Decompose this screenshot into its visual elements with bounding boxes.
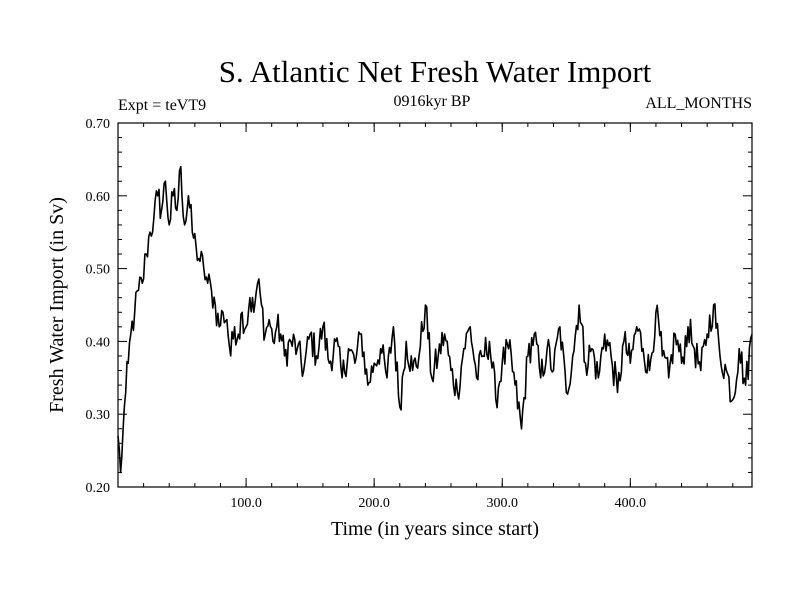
x-tick-label: 300.0 [486, 496, 518, 511]
y-tick-label: 0.70 [86, 117, 111, 132]
x-tick-label: 400.0 [615, 496, 647, 511]
series-line-fresh-water-import [117, 165, 753, 474]
y-tick-label: 0.60 [86, 190, 111, 205]
tick-labels: 100.0 200.0 300.0 400.0 0.20 0.30 0.40 0.50 0.60… [86, 117, 647, 511]
chart-title: S. Atlantic Net Fresh Water Import [219, 54, 652, 89]
period-label: 0916kyr BP [394, 93, 471, 110]
x-tick-label: 200.0 [358, 496, 390, 511]
months-label: ALL_MONTHS [645, 95, 752, 112]
x-tick-label: 100.0 [230, 496, 262, 511]
x-axis-label: Time (in years since start) [331, 518, 539, 540]
y-tick-label: 0.20 [86, 481, 111, 496]
y-tick-label: 0.30 [86, 408, 111, 423]
plot-frame [117, 122, 753, 488]
y-axis-label: Fresh Water Import (in Sv) [46, 197, 68, 413]
expt-label: Expt = teVT9 [118, 97, 206, 114]
y-tick-label: 0.50 [86, 263, 111, 278]
y-tick-label: 0.40 [86, 335, 111, 350]
